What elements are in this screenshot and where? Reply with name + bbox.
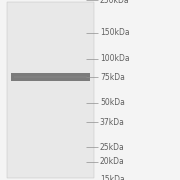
Text: 50kDa: 50kDa [100,98,125,107]
Text: 250kDa: 250kDa [100,0,130,4]
Text: 15kDa: 15kDa [100,176,125,180]
Bar [7,2,94,178]
Text: 100kDa: 100kDa [100,54,130,63]
Bar [11,73,90,81]
Text: 150kDa: 150kDa [100,28,130,37]
Text: 75kDa: 75kDa [100,73,125,82]
Text: 37kDa: 37kDa [100,118,125,127]
Text: 25kDa: 25kDa [100,143,125,152]
Bar [14,76,87,78]
Text: 20kDa: 20kDa [100,157,125,166]
